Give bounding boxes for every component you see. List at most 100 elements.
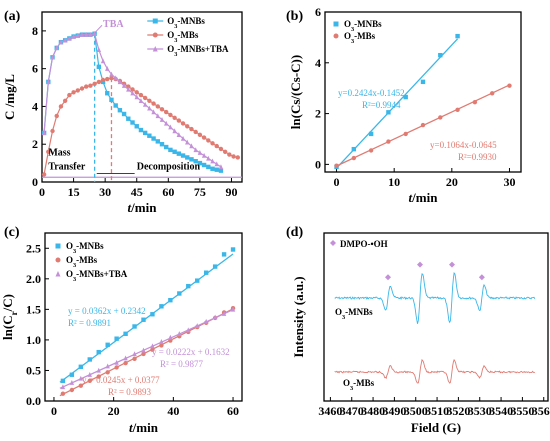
x-tick-label: 30 <box>503 175 515 189</box>
data-point <box>176 151 182 156</box>
data-point <box>87 378 92 384</box>
data-point <box>177 331 182 336</box>
data-point <box>201 135 207 140</box>
legend-marker <box>152 46 158 52</box>
y-axis-label-b: ln(Cs/(Cs-C)) <box>288 55 303 129</box>
x-tick-label: 3460 <box>318 404 342 418</box>
data-point <box>105 76 110 82</box>
legend-diamond <box>330 240 336 246</box>
data-point <box>164 109 169 115</box>
data-point <box>221 310 227 316</box>
data-point <box>197 132 203 137</box>
x-tick-label: 0 <box>334 175 340 189</box>
data-point <box>351 155 357 161</box>
equation-2: y = 0.0222x + 0.1632 <box>152 347 230 357</box>
data-point <box>203 318 209 324</box>
data-point <box>203 270 209 275</box>
data-point <box>195 323 200 329</box>
data-point <box>142 101 148 107</box>
data-point <box>218 146 224 152</box>
data-point <box>164 144 169 150</box>
data-point <box>150 312 155 317</box>
data-point <box>96 367 101 373</box>
y-tick-label: 0.0 <box>26 394 41 408</box>
data-point <box>123 331 128 336</box>
data-point <box>138 98 144 103</box>
legend-label-dmpo: DMPO-•OH <box>340 239 388 249</box>
x-tick-label: 15 <box>68 185 80 199</box>
y-tick-label: 2 <box>32 137 38 151</box>
data-point <box>168 334 173 340</box>
data-point <box>206 155 211 161</box>
data-point <box>155 104 160 109</box>
data-point <box>193 147 198 153</box>
data-point <box>438 115 443 120</box>
legend-label: O3​-MNBs+TBA <box>167 44 229 58</box>
data-point <box>334 163 339 168</box>
data-point <box>180 135 186 141</box>
legend-marker <box>55 257 61 263</box>
data-point <box>50 128 55 134</box>
x-tick-label: 3550 <box>510 404 534 418</box>
x-tick-label: 20 <box>446 175 458 189</box>
data-point <box>185 155 190 160</box>
data-point <box>67 35 72 41</box>
panel-label-c: (c) <box>4 225 20 240</box>
spectrum-label-mbs: O3​-MBs <box>343 378 375 392</box>
data-point <box>455 107 460 112</box>
data-point <box>168 298 173 303</box>
data-point <box>109 75 114 81</box>
data-point <box>84 84 89 89</box>
data-point <box>114 365 119 370</box>
data-point <box>142 130 148 136</box>
data-point <box>88 31 93 37</box>
data-point <box>212 314 218 320</box>
data-point <box>78 383 84 388</box>
x-axis-label-b: t/min <box>409 190 439 205</box>
data-point <box>185 124 190 129</box>
legend-marker <box>55 243 61 249</box>
mass-transfer-label-1: Mass <box>48 148 70 159</box>
r2-mbs: R²=0.9930 <box>458 152 497 162</box>
x-tick-label: 3530 <box>468 404 492 418</box>
data-point <box>214 161 219 167</box>
data-point <box>227 152 232 157</box>
data-point <box>206 138 211 143</box>
legend-label: O3​-MNBs+TBA <box>66 269 128 283</box>
data-point <box>105 342 110 347</box>
data-point <box>132 324 137 329</box>
data-point <box>195 278 200 283</box>
data-point <box>100 58 106 64</box>
data-point <box>172 115 177 120</box>
axes-b: 0 10 20 30 0 2 4 6 <box>315 5 522 189</box>
data-point <box>403 131 408 137</box>
x-tick-label: 3560 <box>532 404 550 418</box>
data-point <box>201 162 207 168</box>
legend-marker <box>55 271 61 277</box>
axes-a: 0 15 30 45 60 75 90 0 2 4 6 8 <box>32 11 243 199</box>
data-point <box>138 92 144 98</box>
data-point <box>193 129 198 135</box>
data-point <box>368 131 374 137</box>
data-point <box>134 90 139 95</box>
y-tick-label: 6 <box>315 5 321 19</box>
peak-marker-diamond <box>449 261 455 268</box>
data-point <box>185 139 190 145</box>
data-point <box>87 357 92 362</box>
data-point <box>176 132 182 137</box>
data-point <box>132 356 137 362</box>
data-point <box>123 360 128 366</box>
data-point <box>218 168 224 173</box>
y-tick-label: 4 <box>315 56 321 70</box>
data-point <box>123 355 128 361</box>
legend-marker <box>152 32 158 38</box>
x-tick-label: 3470 <box>340 404 364 418</box>
panel-label-b: (b) <box>286 9 303 24</box>
data-point <box>168 147 173 153</box>
data-point <box>58 39 64 45</box>
data-point <box>189 126 194 132</box>
data-point <box>114 359 119 365</box>
data-point <box>96 47 102 52</box>
data-point <box>126 86 131 92</box>
data-point <box>117 108 123 113</box>
